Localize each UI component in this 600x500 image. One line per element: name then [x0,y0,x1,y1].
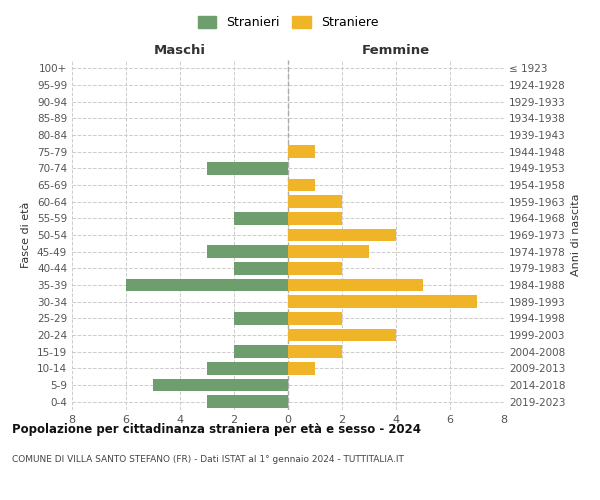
Bar [288,146,315,158]
Bar [288,246,369,258]
Y-axis label: Fasce di età: Fasce di età [22,202,31,268]
Bar [288,279,423,291]
Bar [126,279,288,291]
Bar [207,162,288,174]
Bar [288,229,396,241]
Bar [288,262,342,274]
Bar [234,212,288,224]
Bar [288,312,342,324]
Bar [288,179,315,192]
Bar [207,362,288,374]
Bar [234,312,288,324]
Bar [234,262,288,274]
Text: Maschi: Maschi [154,44,206,57]
Bar [288,196,342,208]
Bar [234,346,288,358]
Text: Popolazione per cittadinanza straniera per età e sesso - 2024: Popolazione per cittadinanza straniera p… [12,422,421,436]
Legend: Stranieri, Straniere: Stranieri, Straniere [193,11,383,34]
Text: COMUNE DI VILLA SANTO STEFANO (FR) - Dati ISTAT al 1° gennaio 2024 - TUTTITALIA.: COMUNE DI VILLA SANTO STEFANO (FR) - Dat… [12,455,404,464]
Y-axis label: Anni di nascita: Anni di nascita [571,194,581,276]
Bar [207,246,288,258]
Bar [288,362,315,374]
Bar [288,212,342,224]
Text: Femmine: Femmine [362,44,430,57]
Bar [288,329,396,341]
Bar [288,346,342,358]
Bar [288,296,477,308]
Bar [153,379,288,391]
Bar [207,396,288,408]
